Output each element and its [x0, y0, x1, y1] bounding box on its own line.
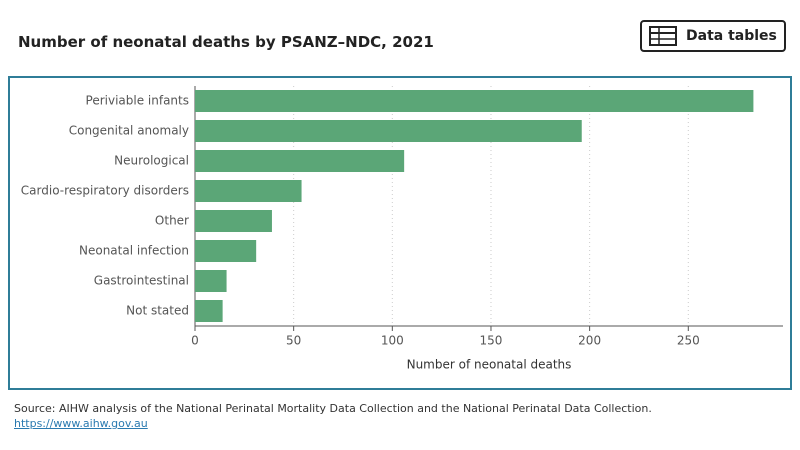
- x-axis-label: Number of neonatal deaths: [407, 358, 572, 372]
- x-tick-label: 100: [381, 334, 404, 348]
- source-note: Source: AIHW analysis of the National Pe…: [14, 402, 652, 415]
- bar: [195, 90, 754, 112]
- bar: [195, 270, 227, 292]
- x-tick-label: 250: [677, 334, 700, 348]
- y-tick-label: Not stated: [126, 304, 189, 318]
- y-tick-label: Periviable infants: [86, 94, 189, 108]
- y-tick-label: Neonatal infection: [79, 244, 189, 258]
- x-tick-label: 200: [578, 334, 601, 348]
- source-link[interactable]: https://www.aihw.gov.au: [14, 417, 148, 430]
- x-tick-label: 150: [480, 334, 503, 348]
- bar: [195, 300, 223, 322]
- y-tick-label: Cardio-respiratory disorders: [21, 184, 189, 198]
- chart-frame: [8, 76, 792, 390]
- button-label: Data tables: [686, 28, 777, 44]
- bar: [195, 240, 257, 262]
- y-tick-label: Gastrointestinal: [94, 274, 189, 288]
- bar: [195, 150, 405, 172]
- table-icon: [649, 26, 677, 46]
- bar: [195, 120, 582, 142]
- y-tick-label: Neurological: [114, 154, 189, 168]
- bar: [195, 210, 272, 232]
- bar: [195, 180, 302, 202]
- x-tick-label: 50: [286, 334, 301, 348]
- data-tables-button[interactable]: Data tables: [640, 20, 786, 52]
- chart-title: Number of neonatal deaths by PSANZ–NDC, …: [18, 33, 434, 51]
- y-tick-label: Congenital anomaly: [69, 124, 189, 138]
- y-tick-label: Other: [155, 214, 189, 228]
- x-tick-label: 0: [191, 334, 199, 348]
